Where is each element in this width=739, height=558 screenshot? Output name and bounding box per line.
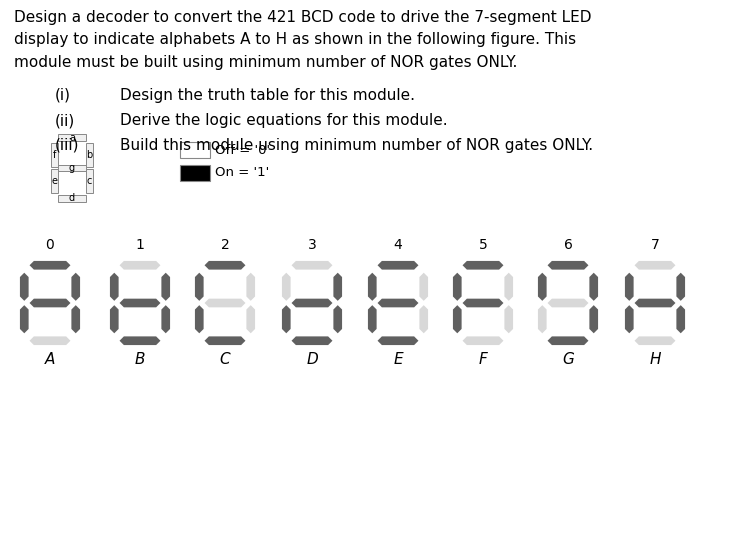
Text: b: b [86,150,92,160]
Polygon shape [195,273,204,301]
Text: (ii): (ii) [55,113,75,128]
Polygon shape [333,305,342,333]
Text: B: B [134,352,146,367]
Polygon shape [205,336,245,345]
Text: d: d [69,194,75,204]
Polygon shape [463,261,503,270]
Text: g: g [69,163,75,173]
Polygon shape [205,261,245,270]
Polygon shape [72,273,80,301]
Polygon shape [292,336,333,345]
Polygon shape [538,273,547,301]
Text: a: a [69,133,75,143]
Polygon shape [120,261,160,270]
Polygon shape [625,273,633,301]
Polygon shape [548,299,588,307]
Bar [86,143,92,166]
Polygon shape [205,299,245,307]
Bar [58,195,86,201]
Text: Off = '0': Off = '0' [215,143,270,156]
Text: module must be built using minimum number of NOR gates ONLY.: module must be built using minimum numbe… [14,55,517,70]
Polygon shape [635,261,675,270]
Text: On = '1': On = '1' [215,166,269,180]
Text: 7: 7 [650,238,659,252]
Polygon shape [590,305,598,333]
Polygon shape [292,299,333,307]
Text: 5: 5 [479,238,488,252]
Polygon shape [30,261,70,270]
Polygon shape [110,305,119,333]
Bar [51,170,58,194]
Polygon shape [378,299,418,307]
Polygon shape [463,336,503,345]
Text: f: f [53,150,56,160]
Bar [51,143,58,166]
Polygon shape [378,336,418,345]
Polygon shape [161,273,170,301]
Polygon shape [368,305,377,333]
Bar [180,142,210,158]
Polygon shape [505,305,513,333]
Polygon shape [420,273,428,301]
Polygon shape [538,305,547,333]
Polygon shape [505,273,513,301]
Polygon shape [420,305,428,333]
Text: (iii): (iii) [55,138,80,153]
Polygon shape [590,273,598,301]
Polygon shape [378,261,418,270]
Text: 1: 1 [135,238,144,252]
Polygon shape [195,305,204,333]
Text: c: c [86,176,92,186]
Bar [180,165,210,181]
Polygon shape [120,299,160,307]
Polygon shape [292,261,333,270]
Polygon shape [676,305,685,333]
Polygon shape [635,336,675,345]
Text: A: A [45,352,55,367]
Text: Design the truth table for this module.: Design the truth table for this module. [120,88,415,103]
Polygon shape [453,305,462,333]
Polygon shape [30,299,70,307]
Text: F: F [479,352,488,367]
Text: G: G [562,352,574,367]
Polygon shape [161,305,170,333]
Text: D: D [306,352,318,367]
Polygon shape [110,273,119,301]
Polygon shape [676,273,685,301]
Polygon shape [548,261,588,270]
Polygon shape [635,299,675,307]
Text: Derive the logic equations for this module.: Derive the logic equations for this modu… [120,113,448,128]
Polygon shape [120,336,160,345]
Text: 0: 0 [46,238,55,252]
Polygon shape [333,273,342,301]
Polygon shape [463,299,503,307]
Text: C: C [219,352,231,367]
Text: Design a decoder to convert the 421 BCD code to drive the 7-segment LED: Design a decoder to convert the 421 BCD … [14,10,591,25]
Polygon shape [20,305,29,333]
Text: display to indicate alphabets A to H as shown in the following figure. This: display to indicate alphabets A to H as … [14,32,576,47]
Polygon shape [30,336,70,345]
Polygon shape [20,273,29,301]
Text: E: E [393,352,403,367]
Polygon shape [548,336,588,345]
Text: H: H [650,352,661,367]
Polygon shape [453,273,462,301]
Polygon shape [246,305,255,333]
Bar [58,165,86,171]
Text: 2: 2 [221,238,229,252]
Polygon shape [368,273,377,301]
Text: 4: 4 [394,238,402,252]
Text: Build this module using minimum number of NOR gates ONLY.: Build this module using minimum number o… [120,138,593,153]
Polygon shape [282,273,290,301]
Polygon shape [625,305,633,333]
Text: e: e [52,176,58,186]
Polygon shape [246,273,255,301]
Bar [58,134,86,141]
Bar [86,170,92,194]
Text: 6: 6 [564,238,573,252]
Text: 3: 3 [307,238,316,252]
Polygon shape [282,305,290,333]
Polygon shape [72,305,80,333]
Text: (i): (i) [55,88,71,103]
